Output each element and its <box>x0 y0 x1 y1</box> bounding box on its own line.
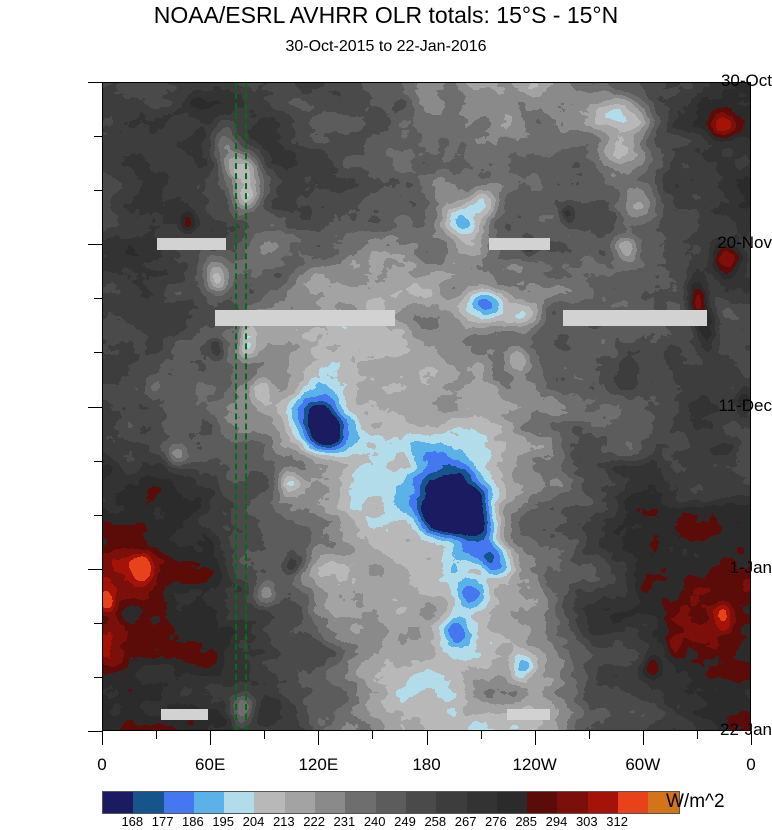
colorbar-swatch <box>405 792 437 813</box>
colorbar-swatch <box>527 792 558 813</box>
missing-data-bar <box>157 237 226 250</box>
x-axis-minor-tick <box>264 731 266 739</box>
y-axis-minor-tick <box>94 676 102 678</box>
colorbar-swatch <box>133 792 164 813</box>
colorbar-swatch <box>557 792 588 813</box>
x-axis-minor-tick <box>372 731 374 739</box>
x-axis-tick <box>534 731 536 745</box>
colorbar-swatch <box>375 792 406 813</box>
colorbar-swatch <box>436 792 467 813</box>
colorbar <box>102 791 680 814</box>
chart-subtitle: 30-Oct-2015 to 22-Jan-2016 <box>285 38 487 55</box>
colorbar-tick-label: 267 <box>454 814 477 829</box>
y-axis-minor-tick <box>94 460 102 462</box>
olr-heatmap-canvas <box>103 83 750 730</box>
x-axis-label: 60E <box>195 755 226 774</box>
y-axis-minor-tick <box>94 298 102 300</box>
colorbar-swatch <box>466 792 497 813</box>
green-dashed-right <box>245 83 248 730</box>
colorbar-swatch <box>193 792 225 813</box>
y-axis-minor-tick <box>94 136 102 138</box>
y-axis-minor-tick <box>94 190 102 192</box>
y-axis-tick <box>88 406 102 408</box>
x-axis-minor-tick <box>480 731 482 739</box>
x-axis-label: 0 <box>746 755 756 774</box>
colorbar-tick-label: 177 <box>151 814 174 829</box>
x-axis-tick <box>751 731 752 745</box>
x-axis-tick <box>102 731 103 745</box>
colorbar-tick-label: 312 <box>606 814 628 829</box>
y-axis-minor-tick <box>94 622 102 624</box>
colorbar-tick-label: 276 <box>485 814 507 829</box>
colorbar-swatch <box>224 792 255 813</box>
colorbar-tick-label: 195 <box>212 814 235 829</box>
x-axis-tick <box>210 731 212 745</box>
y-axis-label: 20-Nov <box>717 233 772 253</box>
x-axis-label: 60W <box>625 755 661 774</box>
colorbar-swatch <box>103 792 134 813</box>
colorbar-tick-label: 240 <box>363 814 386 829</box>
colorbar-tick-label: 285 <box>515 814 538 829</box>
y-axis-minor-tick <box>94 352 102 354</box>
y-axis-minor-tick <box>94 514 102 516</box>
x-axis-label: 0 <box>97 755 107 774</box>
colorbar-swatch <box>163 792 194 813</box>
colorbar-swatch <box>648 792 679 813</box>
green-dashed-left <box>234 83 237 730</box>
colorbar-swatch <box>254 792 285 813</box>
missing-data-bar <box>488 237 551 250</box>
x-axis-tick <box>318 731 320 745</box>
y-axis-tick <box>88 568 102 570</box>
x-axis-tick <box>426 731 428 745</box>
colorbar-tick-label: 168 <box>121 814 144 829</box>
colorbar-tick-label: 222 <box>303 814 325 829</box>
y-axis-label: 11-Dec <box>718 395 772 415</box>
colorbar-tick-label: 303 <box>575 814 598 829</box>
x-axis-minor-tick <box>696 731 698 739</box>
x-axis-label: 120W <box>512 755 557 774</box>
missing-data-bar <box>214 310 396 326</box>
colorbar-tick-label: 294 <box>545 814 568 829</box>
y-axis-tick <box>88 82 102 83</box>
hovmoller-plot-area <box>102 82 751 731</box>
x-axis-label: 120E <box>298 755 339 774</box>
colorbar-tick-label: 231 <box>333 814 356 829</box>
colorbar-swatch <box>315 792 346 813</box>
colorbar-tick-label: 204 <box>242 814 265 829</box>
x-axis-minor-tick <box>156 731 158 739</box>
colorbar-swatch <box>496 792 528 813</box>
x-axis-tick <box>642 731 644 745</box>
colorbar-swatch <box>587 792 619 813</box>
colorbar-swatch <box>284 792 316 813</box>
colorbar-tick-label: 186 <box>182 814 204 829</box>
colorbar-swatch <box>345 792 376 813</box>
missing-data-bar <box>506 708 551 720</box>
y-axis-tick <box>88 244 102 246</box>
y-axis-label: 22-Jan <box>720 720 772 739</box>
y-axis-label: 30-Oct <box>720 71 772 90</box>
missing-data-bar <box>160 708 208 720</box>
x-axis-minor-tick <box>588 731 590 739</box>
missing-data-bar <box>562 310 707 326</box>
y-axis-label: 1-Jan <box>729 557 772 577</box>
colorbar-tick-label: 249 <box>394 814 416 829</box>
colorbar-tick-label: 213 <box>272 814 295 829</box>
page-title: NOAA/ESRL AVHRR OLR totals: 15°S - 15°N <box>153 2 619 28</box>
colorbar-tick-label: 258 <box>424 814 447 829</box>
x-axis-label: 180 <box>412 755 441 774</box>
y-axis-tick <box>88 731 102 732</box>
colorbar-swatch <box>618 792 649 813</box>
colorbar-unit-label: W/m^2 <box>666 791 725 812</box>
